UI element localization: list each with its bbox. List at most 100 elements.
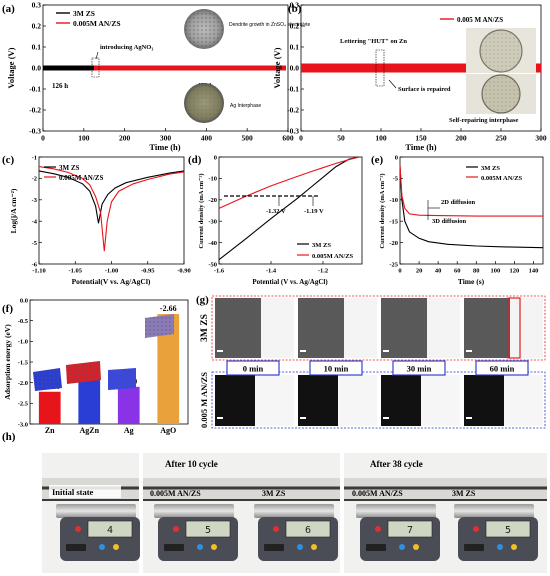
axis-ticks-b: 0 50 100 150 200 250 300 -0.3 -0.2 -0.1 0.0 0.1 0.2 0… <box>287 1 547 143</box>
caliper-display <box>285 520 331 538</box>
xlabel-e: Time (s) <box>458 277 485 286</box>
caliper-reading: 5 <box>205 525 211 536</box>
panel-letter-e: (e) <box>371 154 384 166</box>
header-after-10: After 10 cycle <box>165 459 218 469</box>
time-label: 30 min <box>407 364 432 374</box>
panel-letter-h: (h) <box>2 431 16 443</box>
y-tick-label-d: -30 <box>208 218 217 225</box>
caliper-display <box>387 520 433 538</box>
y-tick-label-e: -5 <box>393 176 399 183</box>
x-tick-label-e: 0 <box>398 268 401 275</box>
y-tick-label-b: -0.2 <box>287 106 299 115</box>
y-tick-label-d: -50 <box>208 261 217 268</box>
time-box <box>309 360 363 376</box>
series-line-c-1 <box>38 166 185 252</box>
caption-self-repairing: Self-repairing interphase <box>449 117 519 124</box>
annotation-119v: -1.19 V <box>304 208 324 215</box>
y-tick-label-a: 0.1 <box>32 43 42 52</box>
x-tick-label-a: 400 <box>201 134 213 143</box>
annotation-2d-diffusion: 2D diffusion <box>441 199 476 206</box>
legend-label-3mzs-a: 3M ZS <box>73 9 95 18</box>
panel-b: (b) 0 50 100 150 200 250 300 -0.3 -0.2 -0.1 0.0 0.1… <box>272 1 547 152</box>
caliper-jaw <box>56 504 136 518</box>
annotation-126h: 126 h <box>52 82 68 90</box>
y-tick-label-f: 0.0 <box>20 297 28 304</box>
legend-label-anzs-c: 0.005M AN/ZS <box>59 174 103 182</box>
y-tick-label-b: 0.2 <box>290 22 300 31</box>
y-tick-label-d: -40 <box>208 240 217 247</box>
y-tick-label-c: -1 <box>32 154 37 161</box>
x-tick-label-e: 20 <box>416 268 423 275</box>
time-label: 0 min <box>243 364 264 374</box>
annotation-arrow-b <box>388 79 397 89</box>
legend-label-anzs-d: 0.005M AN/ZS <box>312 253 354 260</box>
y-tick-label-e: -25 <box>389 261 398 268</box>
series-line-e-1 <box>399 165 543 217</box>
xlabel-c: Potential(V vs. Ag/AgCl) <box>72 277 151 286</box>
x-tick-label-e: 80 <box>473 268 480 275</box>
legend-label-anzs-e: 0.005M AN/ZS <box>481 175 523 182</box>
row-label-anzs: 0.005 M AN/ZS <box>199 372 209 428</box>
x-tick-label-b: 150 <box>415 134 427 143</box>
y-tick-label-f: -1.0 <box>18 339 28 346</box>
x-tick-label-c: -1.00 <box>105 268 119 275</box>
row-box-3mzs <box>211 295 546 361</box>
legend-label-anzs-a: 0.005M AN/ZS <box>73 19 121 28</box>
y-tick-label-b: -0.1 <box>287 85 299 94</box>
annotation-surface-repaired: Surface is repaired <box>398 86 451 93</box>
xlabel-b: Time (h) <box>405 142 436 152</box>
x-tick-label-a: 100 <box>78 134 90 143</box>
axis-ticks-d: -1.6 -1.4 -1.2 -50 -40 -30 -20 -10 0 <box>208 154 328 274</box>
bar-zn <box>38 391 61 424</box>
ylabel-e: Current density (mA cm⁻²) <box>379 173 386 248</box>
caption-dendrite: Dendrite growth in ZnSO₄ electrolyte <box>229 22 310 28</box>
sublabel-anzs-38: 0.005M AN/ZS <box>352 489 403 498</box>
legend-label-3mzs-c: 3M ZS <box>59 164 80 172</box>
x-tick-label-a: 300 <box>160 134 172 143</box>
y-tick-label-d: 0 <box>214 154 217 161</box>
series-band-anzs <box>94 65 286 71</box>
caliper-reading: 5 <box>505 525 511 536</box>
axis-ticks-a: 0 100 200 300 400 500 600 -0.3 -0.2 -0.1 0.0 0.1 0.2… <box>29 1 294 143</box>
y-tick-label-f: -2.5 <box>18 401 29 408</box>
highlight-box <box>507 297 521 359</box>
bar-category-label: Zn <box>45 426 55 435</box>
caliper-jaw <box>154 504 234 518</box>
y-tick-label-b: 0.3 <box>290 1 300 10</box>
y-tick-label-c: -4 <box>32 218 38 225</box>
series-group-e <box>399 165 544 249</box>
crystal-ago-icon <box>145 314 174 338</box>
panel-letter-a: (a) <box>2 3 15 15</box>
y-tick-label-a: 0.2 <box>32 22 42 31</box>
bar-category-label: AgO <box>160 426 176 435</box>
series-line-e-0 <box>399 165 544 249</box>
crystal-ag-icon <box>108 368 136 390</box>
bar-ag <box>117 386 140 424</box>
x-tick-label-b: 200 <box>455 134 467 143</box>
x-tick-label-b: 100 <box>375 134 387 143</box>
ylabel-b: Voltage (V) <box>272 47 282 88</box>
y-tick-label-c: -6 <box>32 261 38 268</box>
panel-d: (d) -1.6 -1.4 -1.2 -50 -40 -30 -20 -10 0 -1.32 V… <box>188 154 363 286</box>
bar-agzn <box>78 372 101 424</box>
y-tick-label-f: -3.0 <box>18 421 28 428</box>
annotation-132v: -1.32 V <box>266 208 286 215</box>
x-tick-label-e: 120 <box>510 268 520 275</box>
y-tick-label-c: -3 <box>32 197 38 204</box>
caliper-group: 4 5 6 7 5 <box>56 504 538 561</box>
xlabel-a: Time (h) <box>149 142 180 152</box>
axis-ticks-f: 0.0 -0.5 -1.0 -1.5 -2.0 -2.5 -3.0 <box>18 297 33 428</box>
x-tick-label-e: 140 <box>529 268 539 275</box>
series-band-3mzs <box>43 65 94 71</box>
series-band-b <box>301 63 541 73</box>
bar-category-label: Ag <box>124 426 134 435</box>
axis-ticks-e: 0 20 40 60 80 100 120 140 -25 -20 -15 -10 -5 0 <box>389 154 538 274</box>
bar-category-label: AgZn <box>79 426 99 435</box>
x-tick-label-d: -1.4 <box>266 268 277 275</box>
caliper-display <box>485 520 531 538</box>
ylabel-c: Log(j/A cm⁻²) <box>9 188 18 233</box>
sublabel-3mzs-38: 3M ZS <box>452 489 476 498</box>
y-tick-label-f: -2.0 <box>18 380 28 387</box>
y-tick-label-e: 0 <box>395 154 398 161</box>
x-tick-label-c: -0.90 <box>177 268 191 275</box>
